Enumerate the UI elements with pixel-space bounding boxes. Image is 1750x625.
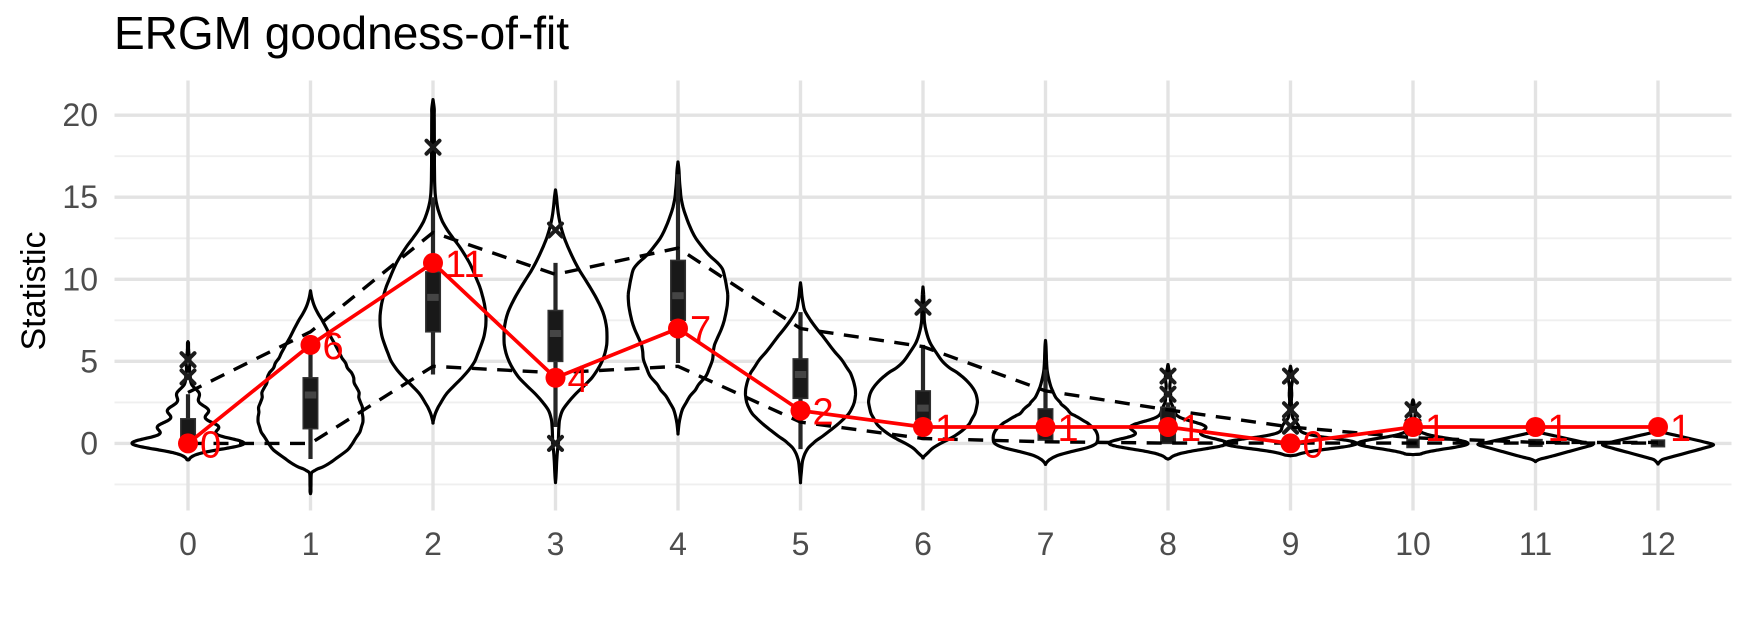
svg-text:1: 1 [302,526,320,562]
svg-text:11: 11 [445,244,484,286]
svg-text:4: 4 [669,526,687,562]
svg-text:6: 6 [914,526,932,562]
svg-text:5: 5 [792,526,810,562]
svg-text:5: 5 [80,343,98,379]
svg-text:4: 4 [568,359,589,401]
svg-text:1: 1 [1058,408,1079,450]
svg-text:1: 1 [935,408,956,450]
svg-text:1: 1 [1180,408,1201,450]
svg-text:0: 0 [80,425,98,461]
svg-text:8: 8 [1159,526,1177,562]
svg-text:6: 6 [323,326,344,368]
svg-text:0: 0 [1303,424,1324,466]
svg-text:7: 7 [690,310,711,352]
svg-text:ERGM goodness-of-fit: ERGM goodness-of-fit [114,7,569,59]
svg-text:2: 2 [813,392,834,434]
svg-text:7: 7 [1037,526,1055,562]
svg-text:3: 3 [547,526,565,562]
svg-text:15: 15 [62,179,98,215]
svg-text:1: 1 [1548,408,1569,450]
svg-text:Statistic: Statistic [15,231,53,350]
svg-text:11: 11 [1519,526,1552,562]
svg-text:10: 10 [62,261,98,297]
svg-text:9: 9 [1282,526,1300,562]
svg-text:0: 0 [200,424,221,466]
svg-text:10: 10 [1395,526,1431,562]
svg-text:12: 12 [1640,526,1676,562]
svg-text:20: 20 [62,97,98,133]
svg-text:1: 1 [1670,408,1691,450]
svg-text:1: 1 [1425,408,1446,450]
svg-text:2: 2 [424,526,442,562]
svg-text:0: 0 [179,526,197,562]
